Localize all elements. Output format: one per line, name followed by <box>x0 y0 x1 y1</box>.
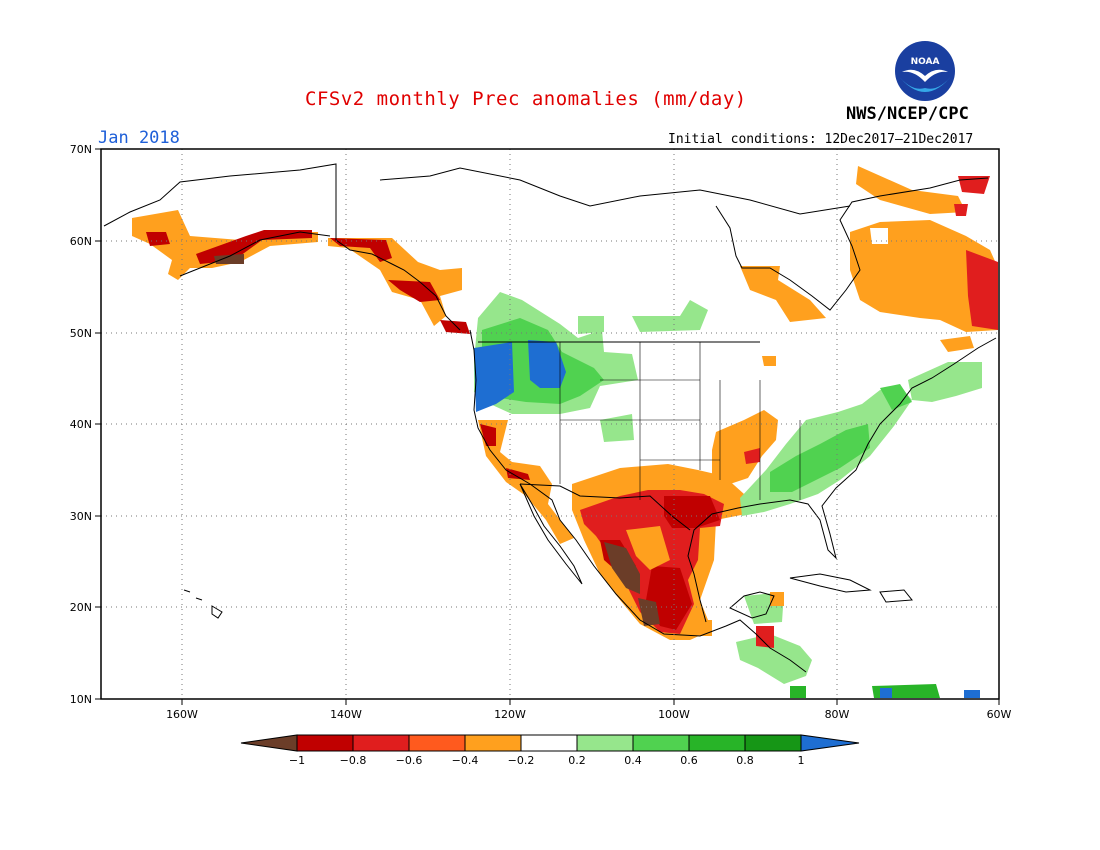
colorbar-swatch <box>632 734 690 752</box>
coastline-west-us <box>469 329 807 673</box>
colorbar-arrow-low <box>240 734 298 752</box>
colorbar-swatch <box>688 734 746 752</box>
colorbar-label: −0.8 <box>340 754 367 767</box>
anomaly-quebec-red <box>954 176 998 330</box>
lat-label: 30N <box>70 510 92 523</box>
coastline-alaska-south <box>179 231 331 277</box>
colorbar-label: 1 <box>798 754 805 767</box>
agency-label: NWS/NCEP/CPC <box>846 104 969 124</box>
coastline-cuba <box>789 573 872 593</box>
forecast-month: Jan 2018 <box>98 128 180 148</box>
colorbar-swatch <box>464 734 522 752</box>
anomaly-pnw-blue <box>474 340 566 412</box>
anomaly-nw-lightgreen-2 <box>578 300 708 442</box>
coastline-hawaii <box>183 589 223 619</box>
coastline-baja <box>519 483 583 585</box>
logo-text: NOAA <box>911 57 940 67</box>
coastline-yucatan <box>729 591 775 619</box>
lon-label: 140W <box>330 708 362 721</box>
colorbar-arrow-high <box>800 734 860 752</box>
lat-label: 40N <box>70 418 92 431</box>
lat-label: 20N <box>70 601 92 614</box>
anomaly-ca-red <box>756 626 774 648</box>
borders-states <box>559 342 801 500</box>
colorbar-label: −0.2 <box>508 754 535 767</box>
anomaly-ca-orange <box>694 592 784 636</box>
colorbar-label: 0.6 <box>680 754 698 767</box>
graticule <box>101 149 999 699</box>
axis-ticks <box>95 148 1000 705</box>
lon-label: 120W <box>494 708 526 721</box>
colorbar-label: 0.8 <box>736 754 754 767</box>
colorbar-swatch <box>576 734 634 752</box>
coastline-hispaniola <box>879 589 913 603</box>
anomaly-california-red <box>480 424 530 480</box>
anomaly-bc-red <box>330 238 470 334</box>
colorbar-swatch <box>296 734 354 752</box>
lat-label: 60N <box>70 235 92 248</box>
colorbar-swatch <box>352 734 410 752</box>
anomaly-quebec-white <box>870 228 888 244</box>
colorbar-swatch <box>520 734 578 752</box>
coastline-alaska <box>103 163 461 331</box>
initial-conditions: Initial conditions: 12Dec2017–21Dec2017 <box>668 132 974 147</box>
anomaly-alaska-brown <box>214 254 244 264</box>
anomaly-quebec-orange <box>740 166 998 352</box>
anomaly-se-green <box>770 384 912 492</box>
coastline-arctic <box>379 167 851 215</box>
colorbar-label: −1 <box>289 754 305 767</box>
colorbar-label: −0.4 <box>452 754 479 767</box>
lat-label: 70N <box>70 143 92 156</box>
anomaly-alaska-red <box>146 230 312 264</box>
anomaly-caribbean-blue <box>880 688 980 698</box>
lon-label: 100W <box>658 708 690 721</box>
anomaly-caribbean-green <box>790 684 940 698</box>
coastlines <box>103 163 997 673</box>
anomaly-mexico-orange-interior <box>626 526 670 570</box>
anomaly-mexico-brown <box>604 542 660 626</box>
anomaly-shading <box>132 166 998 698</box>
colorbar-swatch <box>408 734 466 752</box>
longitude-labels: 160W 140W 120W 100W 80W 60W <box>166 708 1011 721</box>
anomaly-ohio-red <box>744 448 760 464</box>
latitude-labels: 70N 60N 50N 40N 30N 20N 10N <box>70 143 92 706</box>
coastline-gulf <box>687 337 997 623</box>
lat-label: 50N <box>70 327 92 340</box>
lat-label: 10N <box>70 693 92 706</box>
lon-label: 80W <box>825 708 850 721</box>
anomaly-ohio-orange <box>712 356 778 484</box>
colorbar-label: 0.4 <box>624 754 642 767</box>
lon-label: 60W <box>987 708 1012 721</box>
noaa-logo: NOAA <box>894 40 956 102</box>
map-title: CFSv2 monthly Prec anomalies (mm/day) <box>305 88 747 110</box>
colorbar-label: −0.6 <box>396 754 423 767</box>
colorbar-swatch <box>744 734 802 752</box>
anomaly-ne-lightgreen <box>908 362 982 402</box>
coastline-hudson <box>715 177 989 311</box>
colorbar: −1 −0.8 −0.6 −0.4 −0.2 0.2 0.4 0.6 0.8 1 <box>240 734 860 767</box>
lon-label: 160W <box>166 708 198 721</box>
colorbar-label: 0.2 <box>568 754 586 767</box>
